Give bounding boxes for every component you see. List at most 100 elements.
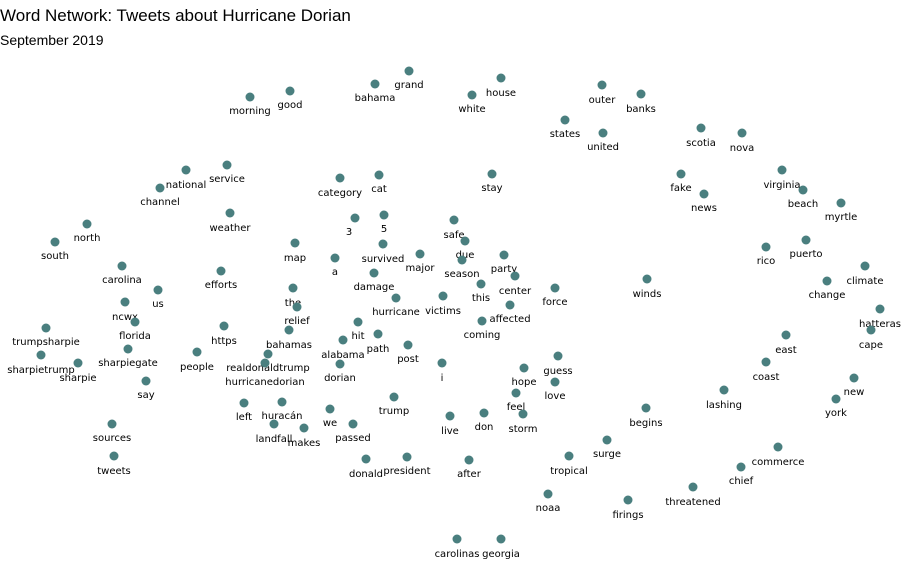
network-node: climate [847,261,884,287]
node-label: good [278,100,303,111]
node-label: stay [481,183,502,194]
node-label: fake [670,183,691,194]
node-dot [452,534,462,544]
network-node: force [542,283,568,308]
node-dot [335,173,345,183]
network-node: feel [507,388,526,413]
network-node: scotia [686,123,716,149]
node-dot [798,185,808,195]
node-label: begins [629,418,662,429]
network-node: huracán [262,397,303,422]
node-dot [510,271,520,281]
node-dot [736,462,746,472]
node-label: hurricanedorian [225,377,304,388]
node-dot [373,329,383,339]
node-label: huracán [262,410,303,422]
node-dot [153,285,163,295]
node-label: virginia [763,180,800,191]
network-node: lashing [706,385,742,411]
node-dot [761,242,771,252]
node-dot [777,165,787,175]
node-label: say [137,390,154,401]
node-dot [325,404,335,414]
network-node: donald [349,454,383,480]
node-label: us [152,299,164,310]
node-label: makes [288,438,321,449]
network-node: alabama [321,335,365,361]
node-label: sources [93,433,131,444]
node-dot [260,358,270,368]
node-dot [290,238,300,248]
node-dot [602,435,612,445]
node-label: carolina [102,275,142,286]
network-node: major [406,249,436,274]
node-dot [496,73,506,83]
network-node: national [166,165,206,191]
node-label: east [775,345,796,356]
node-label: this [472,293,490,304]
node-label: don [475,422,494,433]
node-label: landfall [256,434,293,445]
node-label: hit [351,331,364,342]
node-label: house [486,88,516,99]
node-label: winds [633,289,662,300]
network-node: sharpie [59,358,97,384]
network-node: makes [288,423,321,449]
network-node: i [437,358,447,384]
network-node: banks [626,89,656,115]
node-dot [41,323,51,333]
node-dot [225,208,235,218]
node-label: after [457,469,482,480]
node-dot [737,128,747,138]
node-dot [350,213,360,223]
node-dot [123,344,133,354]
node-dot [299,423,309,433]
network-node: bahamas [266,325,312,351]
network-node: trumpsharpie [12,323,80,348]
node-dot [277,397,287,407]
network-node: ncwx [112,297,138,323]
node-label: center [499,286,532,297]
network-node: weather [210,208,251,234]
node-dot [73,358,83,368]
network-node: say [137,376,155,401]
network-node: hit [351,317,365,342]
node-label: feel [507,402,526,413]
node-label: efforts [205,280,237,291]
network-node: channel [140,183,180,208]
node-dot [849,373,859,383]
node-label: major [406,263,436,274]
node-label: a [332,267,338,278]
node-dot [141,376,151,386]
network-node: stay [481,169,503,194]
node-label: coast [753,372,780,383]
node-label: noaa [536,503,561,514]
network-node: storm [509,409,537,435]
node-dot [719,385,729,395]
node-dot [117,261,127,271]
node-label: service [209,174,245,185]
node-label: survived [362,254,405,265]
network-node: change [809,276,845,301]
node-dot [860,261,870,271]
network-node: due [456,236,474,261]
node-dot [479,408,489,418]
node-label: bahama [355,93,396,104]
node-label: damage [354,282,395,293]
network-node: safe [443,215,465,241]
network-node: tweets [97,451,131,477]
node-dot [348,419,358,429]
network-node: south [41,237,69,262]
node-label: lashing [706,400,742,411]
network-node: chief [729,462,754,487]
node-label: rico [757,256,776,267]
network-node: begins [629,403,663,429]
node-label: sharpiegate [98,358,158,369]
network-node: puerto [790,235,823,260]
node-label: cape [859,340,883,351]
node-label: we [323,418,337,429]
node-dot [269,419,279,429]
node-label: coming [464,330,501,341]
node-dot [773,442,783,452]
